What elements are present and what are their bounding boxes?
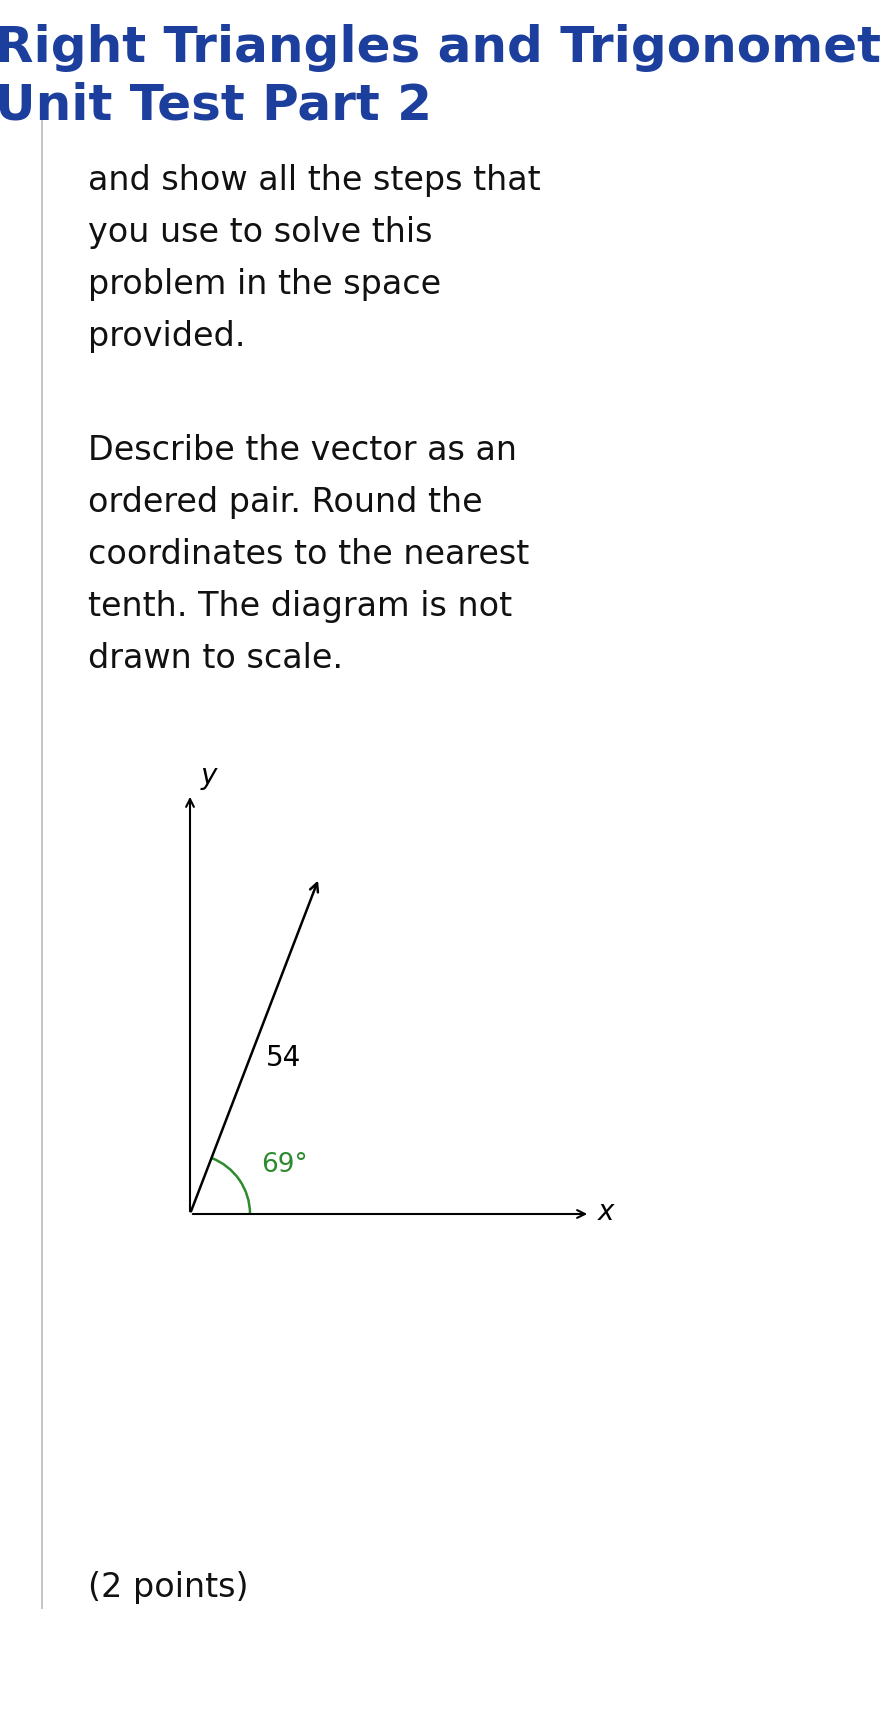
Text: y: y (201, 762, 217, 791)
Text: Unit Test Part 2: Unit Test Part 2 (0, 81, 432, 129)
Text: tenth. The diagram is not: tenth. The diagram is not (88, 590, 511, 622)
Text: x: x (597, 1198, 613, 1226)
Text: provided.: provided. (88, 320, 245, 352)
Text: and show all the steps that: and show all the steps that (88, 163, 540, 198)
Text: (2 points): (2 points) (88, 1571, 249, 1604)
Text: you use to solve this: you use to solve this (88, 217, 432, 249)
Text: problem in the space: problem in the space (88, 268, 441, 301)
Text: coordinates to the nearest: coordinates to the nearest (88, 538, 528, 571)
Text: Right Triangles and Trigonomet: Right Triangles and Trigonomet (0, 24, 880, 72)
Text: ordered pair. Round the: ordered pair. Round the (88, 486, 482, 519)
Text: Describe the vector as an: Describe the vector as an (88, 433, 517, 468)
Text: 69°: 69° (260, 1152, 308, 1178)
Text: 54: 54 (266, 1043, 301, 1071)
Text: drawn to scale.: drawn to scale. (88, 641, 342, 676)
